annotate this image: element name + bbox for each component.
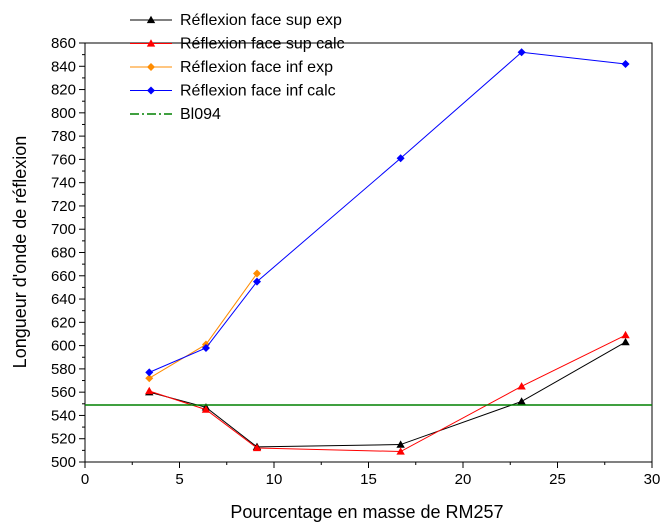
series-0 [145, 337, 630, 451]
data-point [396, 440, 405, 448]
series-3 [145, 48, 630, 377]
legend-label: Réflexion face sup exp [180, 12, 342, 29]
data-point [252, 269, 261, 278]
legend-label: Réflexion face inf calc [180, 83, 336, 100]
x-tick-label: 0 [81, 471, 89, 488]
series-1 [145, 330, 630, 455]
data-point [621, 337, 630, 346]
legend-item: Réflexion face sup calc [130, 36, 345, 53]
data-point [201, 343, 210, 352]
y-tick-label: 680 [51, 245, 76, 262]
y-axis: 500 520 540 560 580 600 620 640 660 680 700 720 740 7… [51, 35, 85, 471]
legend-marker [147, 86, 155, 95]
y-tick-label: 600 [51, 338, 76, 355]
data-point [621, 330, 630, 339]
x-axis: 0 5 10 15 20 25 30 [81, 462, 660, 488]
data-point [252, 277, 261, 286]
data-point [396, 447, 405, 455]
y-tick-label: 860 [51, 35, 76, 52]
series-line [149, 273, 258, 379]
x-tick-label: 25 [549, 471, 566, 488]
data-point [201, 405, 211, 413]
legend-marker [146, 39, 156, 47]
data-point [145, 386, 154, 395]
legend-item: Réflexion face inf calc [130, 83, 336, 100]
legend-marker [146, 15, 156, 24]
data-point [621, 59, 630, 68]
series-line [149, 51, 626, 373]
y-axis-title: Longueur d'onde de réflexion [10, 136, 30, 369]
series-layer [85, 48, 652, 455]
data-point [396, 154, 405, 163]
y-tick-label: 620 [51, 314, 76, 331]
y-tick-label: 800 [51, 105, 76, 122]
x-tick-label: 5 [175, 471, 183, 488]
legend-item: Réflexion face inf exp [130, 59, 333, 76]
y-tick-label: 640 [51, 291, 76, 308]
data-point [145, 374, 154, 383]
plot-area [84, 42, 653, 463]
x-tick-label: 20 [455, 471, 472, 488]
series-2 [145, 269, 261, 383]
legend-label: Réflexion face inf exp [180, 59, 333, 76]
y-tick-label: 500 [51, 454, 76, 471]
y-tick-label: 760 [51, 151, 76, 168]
y-tick-label: 700 [51, 221, 76, 238]
series-line [149, 341, 626, 448]
x-tick-label: 30 [644, 471, 660, 488]
legend: Réflexion face sup exp Réflexion face sup… [130, 12, 345, 123]
x-tick-label: 10 [266, 471, 283, 488]
data-point [252, 443, 262, 452]
data-point [517, 48, 526, 57]
legend-item: Réflexion face sup exp [130, 12, 342, 29]
series-line [149, 334, 626, 453]
y-tick-label: 780 [51, 128, 76, 145]
y-tick-label: 840 [51, 58, 76, 75]
x-tick-label: 15 [360, 471, 377, 488]
plot-border [84, 42, 653, 463]
data-point [145, 368, 154, 377]
y-tick-label: 560 [51, 384, 76, 401]
y-tick-label: 660 [51, 268, 76, 285]
y-tick-label: 580 [51, 361, 76, 378]
legend-item: Bl094 [130, 106, 221, 123]
data-point [517, 397, 526, 405]
data-point [517, 382, 526, 390]
legend-label: Réflexion face sup calc [180, 36, 345, 53]
y-tick-label: 520 [51, 431, 76, 448]
x-axis-title: Pourcentage en masse de RM257 [230, 502, 503, 522]
legend-label: Bl094 [180, 106, 221, 123]
legend-marker [147, 63, 155, 71]
y-tick-label: 540 [51, 407, 76, 424]
y-tick-label: 820 [51, 82, 76, 99]
y-tick-label: 740 [51, 175, 76, 192]
y-tick-label: 720 [51, 198, 76, 215]
